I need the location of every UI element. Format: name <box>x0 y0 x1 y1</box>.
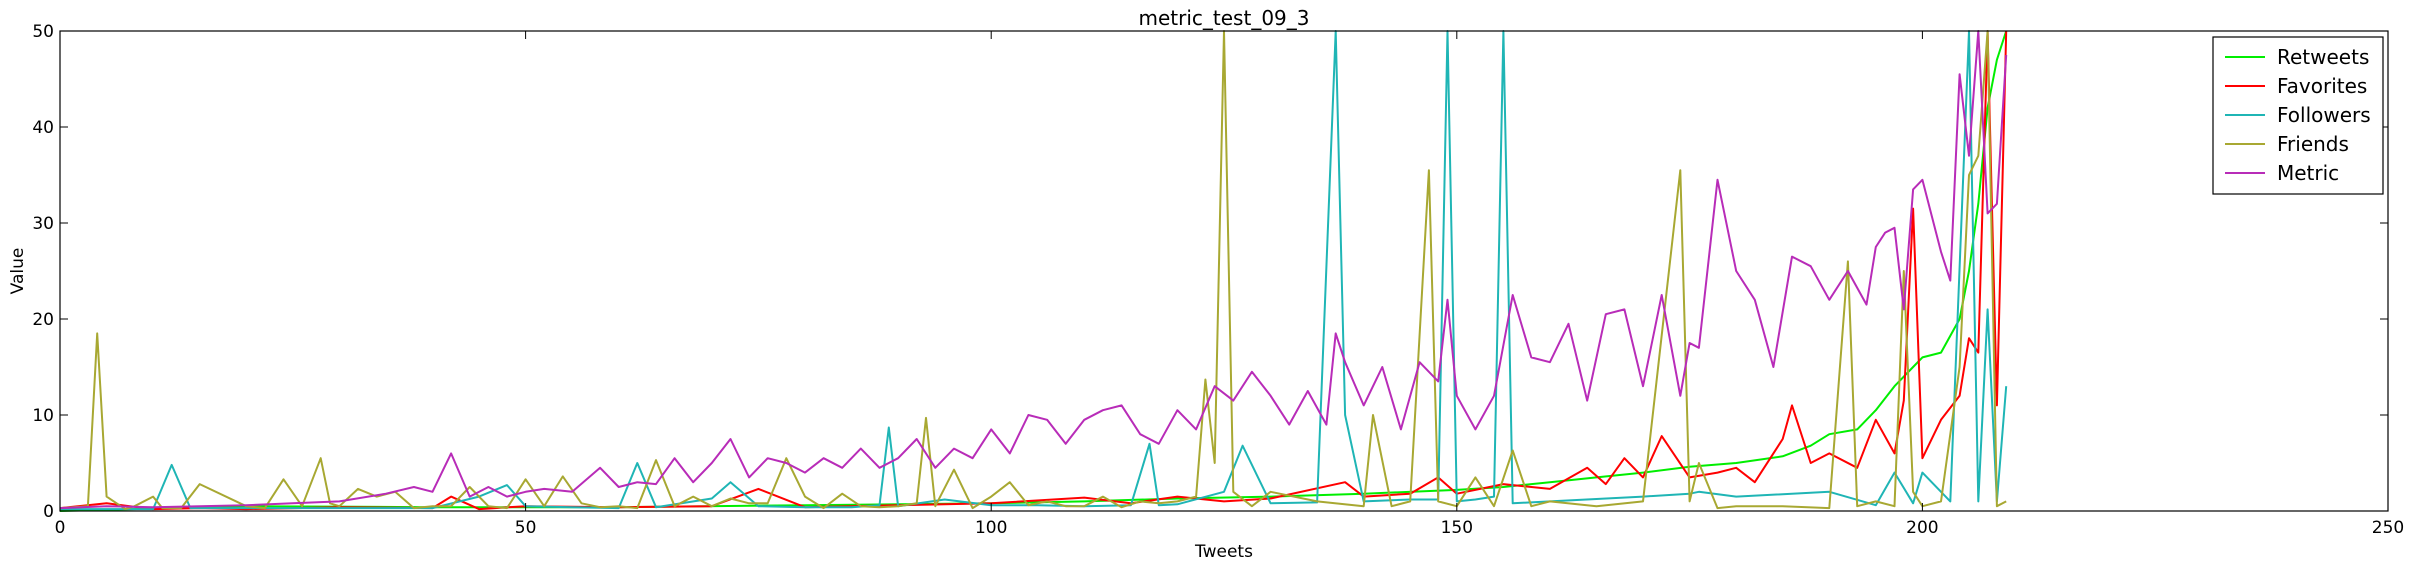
legend-label-retweets: Retweets <box>2277 45 2369 69</box>
series-line-metric <box>59 30 2008 510</box>
series-line-friends <box>59 30 2007 511</box>
y-tick-label: 0 <box>43 502 54 522</box>
series-layer <box>59 30 2008 512</box>
y-tick-label: 20 <box>32 310 54 330</box>
y-axis-title: Value <box>8 248 28 295</box>
legend-label-followers: Followers <box>2277 103 2371 127</box>
x-tick-label: 100 <box>975 518 1007 538</box>
y-tick-label: 10 <box>32 406 54 426</box>
chart-title: metric_test_09_3 <box>1139 6 1310 30</box>
x-tick-label: 200 <box>1906 518 1938 538</box>
x-tick-label: 250 <box>2372 518 2404 538</box>
legend: Retweets Favorites Followers Friends Metric <box>2212 36 2384 195</box>
x-tick-label: 50 <box>515 518 537 538</box>
x-axis-title: Tweets <box>1194 542 1253 562</box>
series-line-favorites <box>59 30 2008 511</box>
legend-label-favorites: Favorites <box>2277 74 2367 98</box>
x-tick-label: 150 <box>1441 518 1473 538</box>
y-tick-label: 40 <box>32 118 54 138</box>
y-tick-label: 50 <box>32 22 54 42</box>
x-tick-label: 0 <box>55 518 66 538</box>
legend-label-metric: Metric <box>2277 161 2339 185</box>
legend-label-friends: Friends <box>2277 132 2349 156</box>
y-tick-label: 30 <box>32 214 54 234</box>
ticks-layer: 0 50 100 150 200 250 0 10 20 30 40 50 <box>32 22 2404 538</box>
plot-frame <box>59 30 2389 512</box>
